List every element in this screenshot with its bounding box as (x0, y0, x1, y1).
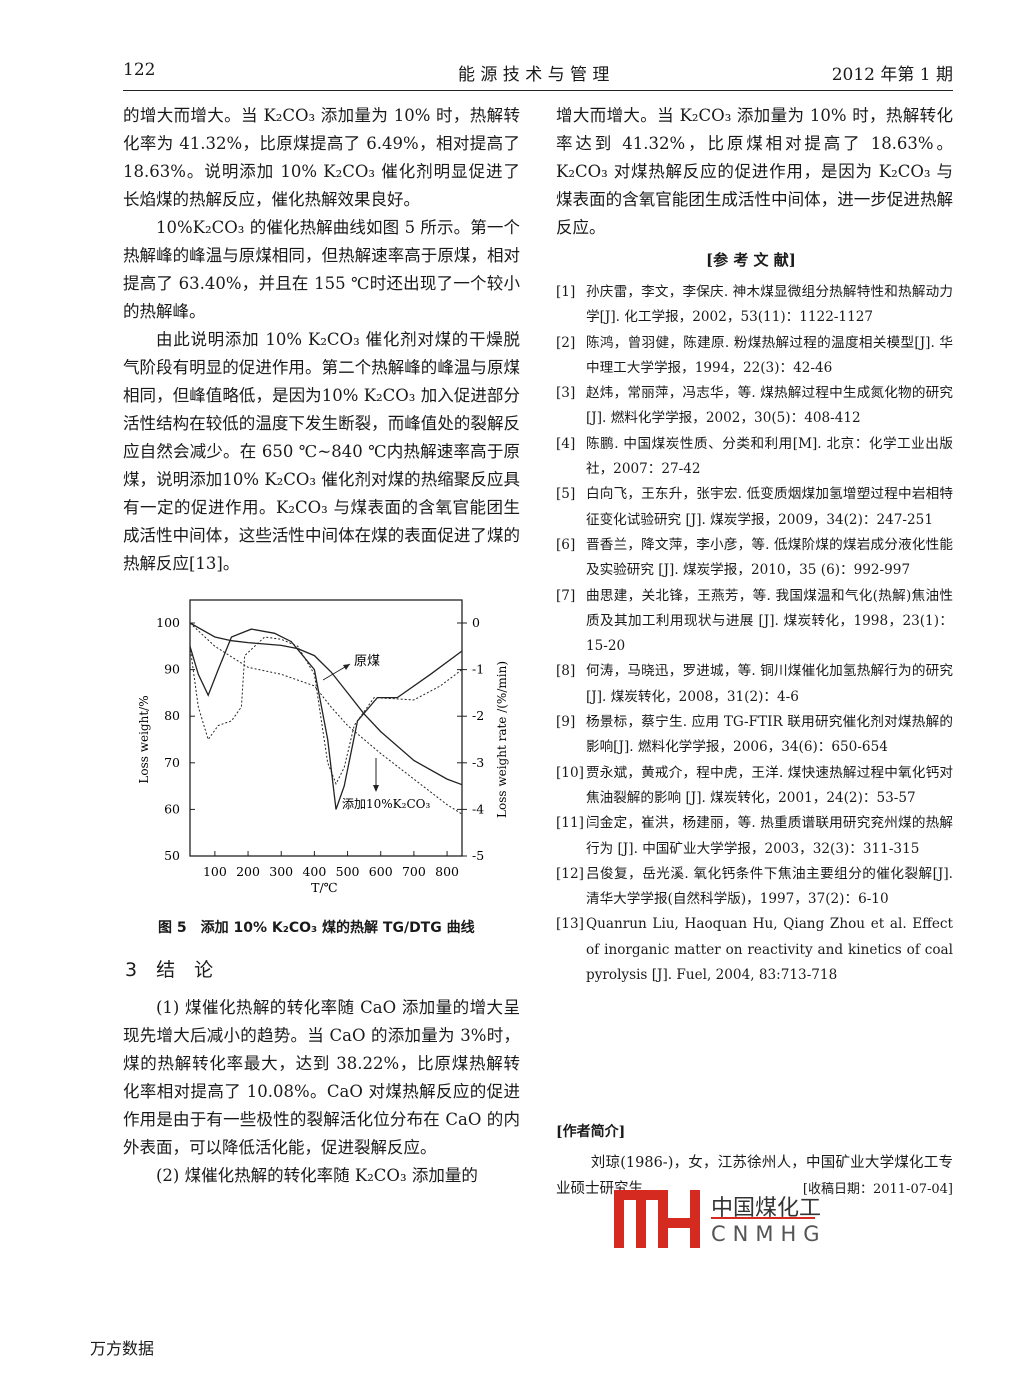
reference-number: [13] (556, 916, 584, 933)
x-tick-label: 800 (435, 864, 459, 879)
y2-tick-label: -5 (472, 848, 484, 863)
y-tick-label: 100 (156, 615, 180, 630)
y2-tick-label: -2 (472, 708, 484, 723)
y-tick-label: 80 (164, 708, 180, 723)
reference-item: [3] 赵炜，常丽萍，冯志华，等. 煤热解过程中生成氮化物的研究[J]. 燃料化学… (556, 381, 953, 432)
x-tick-label: 200 (236, 864, 260, 879)
y2-tick-label: 0 (472, 615, 480, 630)
y-tick-label: 50 (164, 848, 180, 863)
left-column-text: 的增大而增大。当 K₂CO₃ 添加量为 10% 时，热解转化率为 41.32%，… (123, 102, 520, 578)
conclusions: (1) 煤催化热解的转化率随 CaO 添加量的增大呈现先增大后减小的趋势。当 C… (123, 994, 520, 1190)
x-tick-label: 700 (402, 864, 426, 879)
received-date: [收稿日期：2011-07-04] (802, 1182, 953, 1197)
journal-title: 能 源 技 术 与 管 理 (458, 65, 610, 85)
reference-item: [1] 孙庆雷，李文，李保庆. 神木煤显微组分热解特性和热解动力学[J]. 化工学… (556, 280, 953, 331)
paragraph: 由此说明添加 10% K₂CO₃ 催化剂对煤的干燥脱气阶段有明显的促进作用。第二… (123, 330, 520, 573)
reference-text: 晋香兰，降文萍，李小彦，等. 低煤阶煤的煤岩成分液化性能及实验研究 [J]. 煤… (586, 536, 953, 579)
paragraph: 的增大而增大。当 K₂CO₃ 添加量为 10% 时，热解转化率为 41.32%，… (123, 106, 520, 209)
reference-text: 曲思建，关北锋，王燕芳，等. 我国煤温和气化(热解)焦油性质及其加工利用现状与进… (586, 587, 953, 655)
reference-item: [2] 陈鸿，曾羽健，陈建原. 粉煤热解过程的温度相关模型[J]. 华中理工大学学… (556, 331, 953, 382)
x-tick-label: 600 (369, 864, 393, 879)
reference-item: [9] 杨景标，蔡宁生. 应用 TG-FTIR 联用研究催化剂对煤热解的影响[J]… (556, 710, 953, 761)
reference-number: [5] (556, 486, 576, 503)
reference-number: [2] (556, 334, 576, 351)
reference-item: [7] 曲思建，关北锋，王燕芳，等. 我国煤温和气化(热解)焦油性质及其加工利用现… (556, 584, 953, 660)
right-column-text: 增大而增大。当 K₂CO₃ 添加量为 10% 时，热解转化率达到 41.32%，… (556, 102, 953, 242)
header-rule (123, 90, 953, 91)
annotation-k2co3: 添加10%K₂CO₃ (342, 797, 430, 811)
footer-source: 万方数据 (90, 1339, 155, 1358)
reference-item: [10] 贾永斌，黄戒介，程中虎，王洋. 煤快速热解过程中氧化钙对焦油裂解的影响 … (556, 761, 953, 812)
annotation-raw-coal: 原煤 (354, 654, 380, 669)
reference-item: [13] Quanrun Liu, Haoquan Hu, Qiang Zhou … (556, 912, 953, 988)
reference-number: [4] (556, 435, 576, 452)
reference-number: [11] (556, 815, 584, 832)
x-tick-label: 300 (269, 864, 293, 879)
reference-number: [3] (556, 385, 576, 402)
tg-k2co3-line (189, 622, 463, 815)
reference-item: [5] 白向飞，王东升，张宇宏. 低变质烟煤加氢增塑过程中岩相特征变化试验研究 [… (556, 482, 953, 533)
paragraph: (1) 煤催化热解的转化率随 CaO 添加量的增大呈现先增大后减小的趋势。当 C… (123, 998, 520, 1157)
y2-tick-label: -3 (472, 755, 484, 770)
logo-text-cn: 中国煤化工 (711, 1196, 822, 1221)
references-title: [参 考 文 献] (706, 251, 796, 269)
reference-text: 白向飞，王东升，张宇宏. 低变质烟煤加氢增塑过程中岩相特征变化试验研究 [J].… (586, 486, 953, 528)
reference-text: 孙庆雷，李文，李保庆. 神木煤显微组分热解特性和热解动力学[J]. 化工学报，2… (586, 284, 953, 326)
y-axis-label: Loss weight/% (137, 695, 151, 783)
paragraph: (2) 煤催化热解的转化率随 K₂CO₃ 添加量的 (156, 1166, 478, 1185)
dtg-k2co3-line (189, 636, 463, 786)
x-tick-label: 400 (302, 864, 326, 879)
page-number: 122 (123, 60, 156, 80)
tg-raw-coal-line (189, 622, 463, 786)
reference-item: [8] 何涛，马晓迅，罗进城，等. 铜川煤催化加氢热解行为的研究[J]. 煤炭转化… (556, 659, 953, 710)
reference-text: 陈鹏. 中国煤炭性质、分类和利用[M]. 北京：化学工业出版社，2007：27-… (586, 435, 953, 478)
y-tick-label: 70 (164, 755, 180, 770)
reference-text: 陈鸿，曾羽健，陈建原. 粉煤热解过程的温度相关模型[J]. 华中理工大学学报，1… (586, 334, 953, 376)
dtg-raw-coal-line (189, 628, 463, 810)
x-tick-label: 500 (336, 864, 360, 879)
x-axis-label: T/℃ (311, 880, 338, 895)
x-tick-label: 100 (203, 864, 227, 879)
reference-number: [12] (556, 865, 584, 882)
cnmhg-logo-mark (614, 1190, 704, 1248)
reference-number: [7] (556, 587, 576, 604)
reference-list: [1] 孙庆雷，李文，李保庆. 神木煤显微组分热解特性和热解动力学[J]. 化工学… (556, 280, 953, 988)
reference-text: 吕俊复，岳光溪. 氧化钙条件下焦油主要组分的催化裂解[J]. 清华大学学报(自然… (586, 865, 953, 908)
reference-text: 杨景标，蔡宁生. 应用 TG-FTIR 联用研究催化剂对煤热解的影响[J]. 燃… (586, 714, 953, 756)
reference-text: Quanrun Liu, Haoquan Hu, Qiang Zhou et a… (586, 916, 953, 984)
reference-number: [10] (556, 764, 584, 781)
y2-tick-label: -1 (472, 662, 484, 677)
paragraph: 10%K₂CO₃ 的催化热解曲线如图 5 所示。第一个热解峰的峰温与原煤相同，但… (123, 218, 520, 321)
logo-divider (711, 1217, 815, 1219)
y2-axis-label: Loss weight rate /(%/min) (495, 661, 509, 818)
reference-item: [6] 晋香兰，降文萍，李小彦，等. 低煤阶煤的煤岩成分液化性能及实验研究 [J]… (556, 533, 953, 584)
logo-text-en: CNMHG (711, 1222, 827, 1246)
author-intro-title: [作者简介] (556, 1124, 626, 1140)
section-title: 3 结 论 (125, 959, 214, 981)
figure-caption: 图 5 添加 10% K₂CO₃ 煤的热解 TG/DTG 曲线 (158, 920, 475, 936)
reference-item: [12] 吕俊复，岳光溪. 氧化钙条件下焦油主要组分的催化裂解[J]. 清华大学学… (556, 862, 953, 913)
plot-frame (189, 599, 463, 857)
y-tick-label: 90 (164, 662, 180, 677)
arrow-head (343, 664, 350, 670)
tg-dtg-chart: 100 200 300 400 500 600 700 800 50 60 70 80 90 100 -5 -… (137, 599, 509, 895)
y2-tick-label: -4 (472, 801, 484, 816)
reference-text: 何涛，马晓迅，罗进城，等. 铜川煤催化加氢热解行为的研究[J]. 煤炭转化，20… (586, 663, 953, 705)
reference-number: [9] (556, 714, 576, 731)
reference-number: [6] (556, 536, 576, 553)
reference-text: 闫金定，崔洪，杨建丽，等. 热重质谱联用研究兖州煤的热解行为 [J]. 中国矿业… (586, 815, 953, 857)
paragraph: 增大而增大。当 K₂CO₃ 添加量为 10% 时，热解转化率达到 41.32%，… (556, 106, 953, 237)
reference-item: [11] 闫金定，崔洪，杨建丽，等. 热重质谱联用研究兖州煤的热解行为 [J]. … (556, 811, 953, 862)
y-tick-label: 60 (164, 801, 180, 816)
arrow-head (373, 785, 379, 792)
reference-number: [1] (556, 284, 576, 300)
reference-text: 赵炜，常丽萍，冯志华，等. 煤热解过程中生成氮化物的研究[J]. 燃料化学学报，… (586, 385, 953, 427)
reference-number: [8] (556, 663, 576, 680)
issue-label: 2012 年第 1 期 (831, 65, 953, 85)
reference-text: 贾永斌，黄戒介，程中虎，王洋. 煤快速热解过程中氧化钙对焦油裂解的影响 [J].… (586, 764, 953, 806)
reference-item: [4] 陈鹏. 中国煤炭性质、分类和利用[M]. 北京：化学工业出版社，2007：… (556, 432, 953, 483)
